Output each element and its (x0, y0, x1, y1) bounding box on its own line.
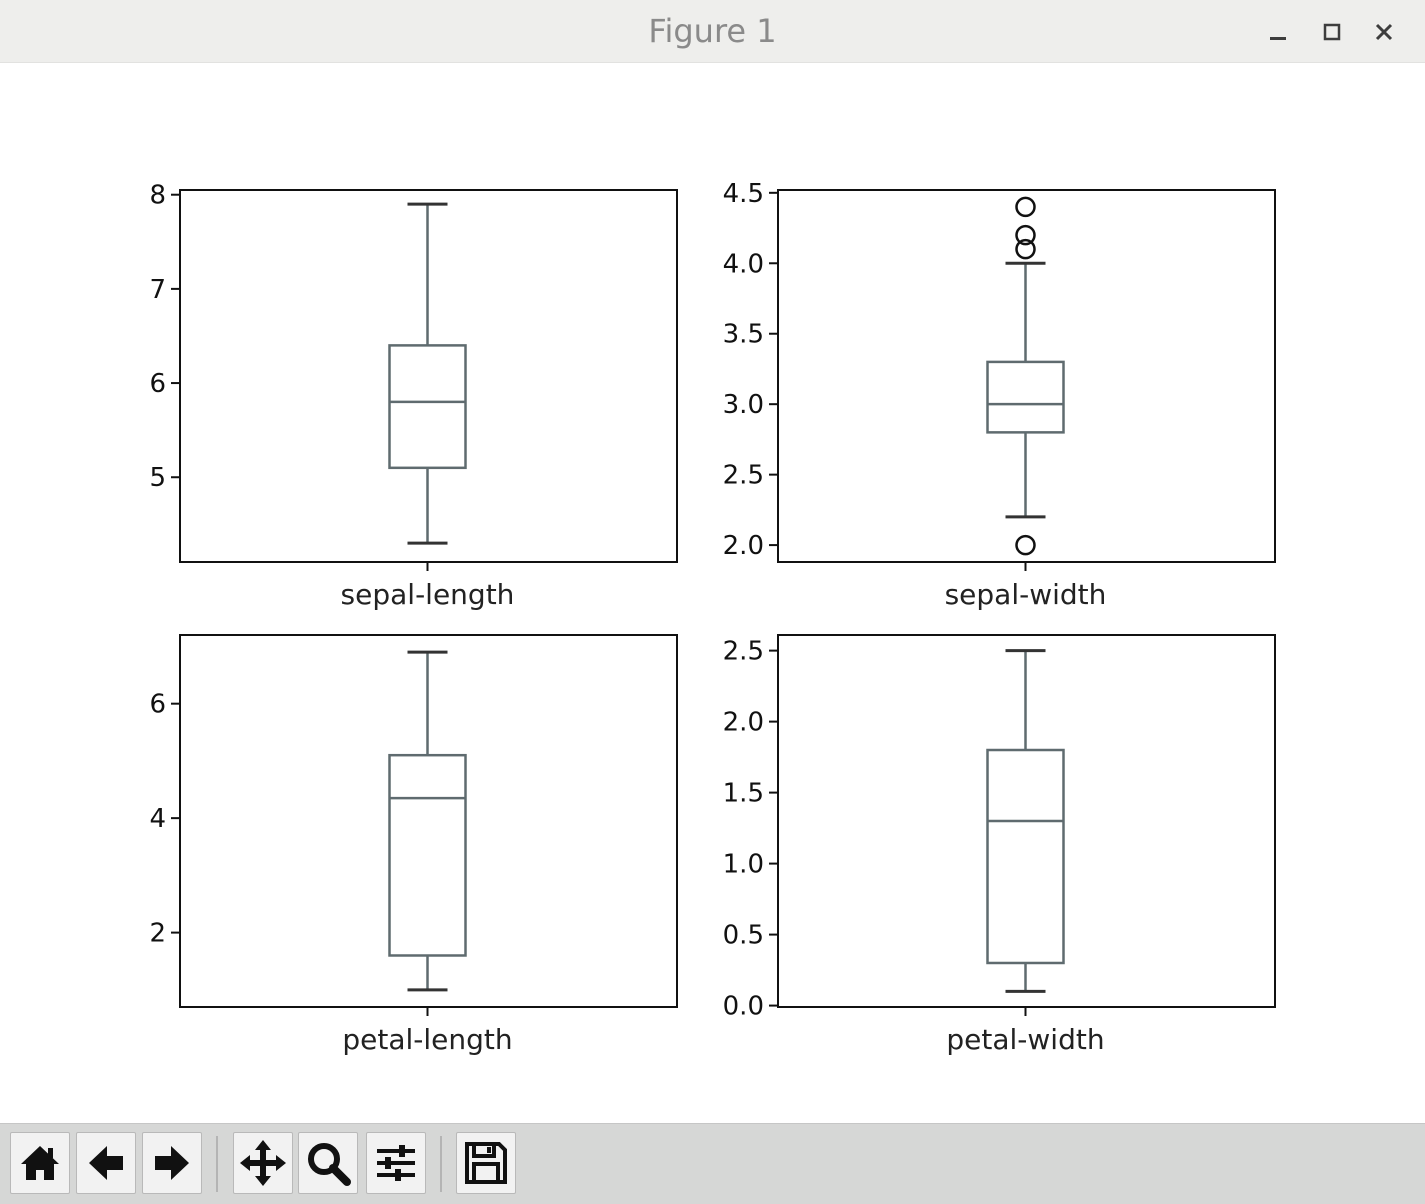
outlier-point (1015, 534, 1036, 556)
minimize-icon (1270, 37, 1286, 40)
iqr-box (986, 748, 1065, 965)
move-icon (240, 1140, 286, 1186)
save-icon (465, 1142, 507, 1184)
y-tick-label: 1.5 (723, 779, 764, 809)
outlier-point (1015, 196, 1036, 218)
y-tick-label: 4.5 (723, 179, 764, 209)
boxplot-figure: 5 6 7 8 sepal-length 2.0 2.5 3.0 3.5 4.0 4.5 sepal-… (149, 179, 1276, 1056)
home-icon (21, 1146, 59, 1180)
close-button[interactable] (1362, 10, 1406, 54)
outlier-point (1015, 224, 1036, 246)
y-tick-label: 0.5 (723, 921, 764, 951)
y-tick-label: 2.0 (723, 531, 764, 561)
maximize-icon (1323, 23, 1341, 41)
window-title: Figure 1 (648, 12, 777, 50)
back-button[interactable] (76, 1132, 136, 1194)
maximize-button[interactable] (1310, 10, 1354, 54)
y-tick-label: 2.0 (723, 708, 764, 738)
x-tick-label: petal-length (342, 1023, 512, 1056)
sliders-icon (377, 1145, 415, 1181)
title-bar[interactable]: Figure 1 (0, 0, 1425, 63)
outlier-point (1015, 238, 1036, 260)
x-tick-label: sepal-width (945, 578, 1107, 611)
y-tick-label: 2 (149, 919, 166, 949)
pan-button[interactable] (233, 1132, 293, 1194)
zoom-button[interactable] (298, 1132, 358, 1194)
close-icon (1375, 23, 1393, 41)
home-button[interactable] (10, 1132, 70, 1194)
y-tick-label: 7 (149, 275, 166, 305)
y-tick-label: 2.5 (723, 637, 764, 667)
figure-canvas[interactable]: 5 6 7 8 sepal-length 2.0 2.5 3.0 3.5 4.0 4.5 sepal-… (0, 63, 1425, 1123)
forward-button[interactable] (142, 1132, 202, 1194)
iqr-box (388, 753, 467, 957)
x-tick-label: petal-width (946, 1023, 1104, 1056)
y-tick-label: 6 (149, 369, 166, 399)
y-tick-label: 3.5 (723, 320, 764, 350)
y-tick-label: 8 (149, 181, 166, 211)
x-tick-label: sepal-length (341, 578, 515, 611)
toolbar-separator (216, 1136, 218, 1192)
configure-subplots-button[interactable] (366, 1132, 426, 1194)
arrow-right-icon (155, 1146, 189, 1180)
y-tick-label: 5 (149, 463, 166, 493)
y-tick-label: 1.0 (723, 850, 764, 880)
iqr-box (388, 344, 467, 470)
y-tick-label: 0.0 (723, 992, 764, 1022)
arrow-left-icon (89, 1146, 123, 1180)
y-tick-label: 3.0 (723, 390, 764, 420)
iqr-box (986, 360, 1065, 434)
y-tick-label: 2.5 (723, 461, 764, 491)
y-tick-label: 4.0 (723, 249, 764, 279)
save-button[interactable] (456, 1132, 516, 1194)
toolbar-separator (440, 1136, 442, 1192)
minimize-button[interactable] (1256, 10, 1300, 54)
zoom-icon (308, 1143, 351, 1186)
y-tick-label: 6 (149, 690, 166, 720)
y-tick-label: 4 (149, 804, 166, 834)
navigation-toolbar (0, 1123, 1425, 1204)
